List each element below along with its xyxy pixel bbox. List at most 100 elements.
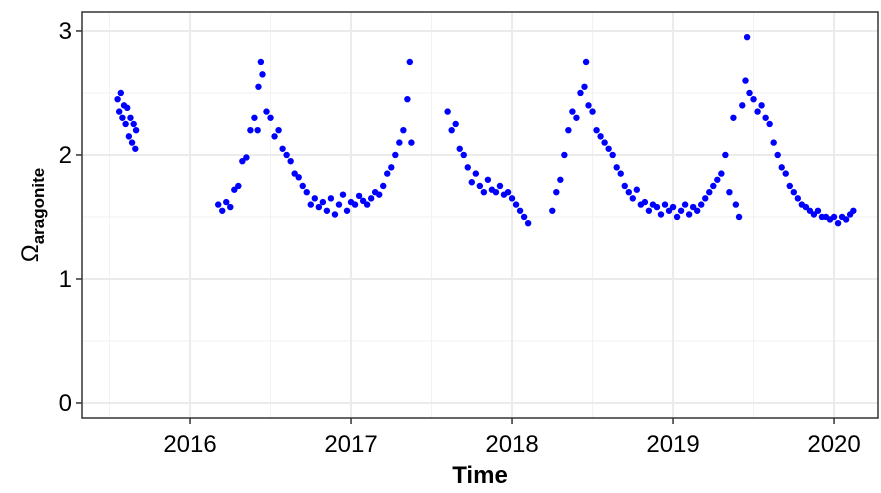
point [380,182,387,190]
point [376,191,383,198]
point [279,145,286,152]
point [355,192,363,200]
point [396,139,403,146]
point [750,95,757,103]
point [693,207,701,214]
point [743,33,751,41]
point [516,207,524,214]
x-axis-label: Time [452,462,508,488]
point [127,114,134,121]
point [770,139,777,146]
point [834,219,842,227]
point [665,207,673,214]
point [766,120,773,128]
point [722,151,729,159]
point [319,198,327,206]
point [581,83,588,90]
point [388,164,395,171]
point [311,195,319,202]
point [657,211,665,218]
point [681,201,689,208]
point [299,182,306,190]
point [303,188,310,196]
point [758,102,765,109]
point [730,114,737,121]
point [263,108,270,115]
point [830,213,838,221]
point [128,139,136,146]
point [287,157,294,165]
point [492,188,500,196]
point [243,154,250,161]
point [351,201,359,208]
point [452,120,459,128]
point [315,203,323,211]
point [524,219,532,227]
point [335,201,343,208]
point [119,114,126,121]
point [359,197,367,205]
point [468,179,475,186]
point [512,201,520,208]
point [802,203,810,211]
point [677,207,685,214]
point [814,207,822,214]
point [669,203,677,211]
point [114,95,121,103]
y-tick-label: 0 [59,390,72,417]
point [569,108,576,115]
point [267,114,274,121]
point [215,201,222,208]
point [295,174,302,181]
point [549,207,556,214]
point [806,207,814,214]
point [582,58,590,66]
point [504,188,512,196]
point [367,195,375,202]
point [404,95,411,103]
x-tick-label: 2016 [163,431,216,458]
y-label-sub: aragonite [29,168,48,245]
point [718,170,725,177]
point [557,176,564,183]
point [444,108,451,115]
point [307,201,314,208]
point [464,164,471,171]
point [774,151,781,159]
ticks: 2016 2017 2018 2019 2020 0 1 2 3 [59,18,861,458]
point [480,188,488,196]
point [706,188,713,196]
point [735,213,743,221]
point [508,195,516,202]
point [283,151,290,159]
point [850,207,857,214]
point [641,198,649,206]
point [363,201,371,208]
point [645,207,653,214]
point [122,120,129,128]
point [742,77,749,84]
x-tick-label: 2020 [807,431,860,458]
point [702,195,709,202]
point [331,211,339,218]
point [786,182,793,190]
point [593,126,600,134]
point [323,207,331,214]
point [633,186,641,193]
plot-background [82,12,878,418]
point [621,182,628,190]
x-tick-label: 2018 [485,431,538,458]
point [472,170,480,177]
point [257,58,265,66]
point [392,151,399,159]
point [343,207,351,214]
point [629,195,636,202]
point [810,211,818,218]
point [790,188,797,196]
plot-border [81,11,879,419]
point [732,201,740,208]
y-tick-label: 3 [59,18,72,45]
point [117,89,125,97]
x-tick-label: 2017 [324,431,377,458]
point [291,170,298,177]
